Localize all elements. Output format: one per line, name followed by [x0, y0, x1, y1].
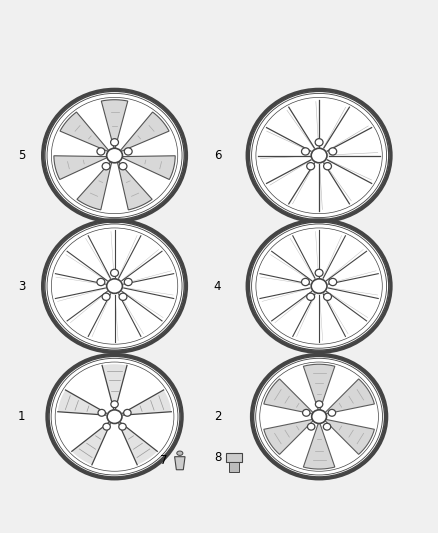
Ellipse shape — [98, 409, 106, 416]
Ellipse shape — [324, 163, 332, 170]
Polygon shape — [123, 390, 171, 415]
Ellipse shape — [111, 401, 118, 408]
Polygon shape — [72, 423, 110, 465]
Ellipse shape — [315, 269, 323, 277]
Text: 4: 4 — [214, 280, 221, 293]
Ellipse shape — [177, 451, 183, 455]
Ellipse shape — [329, 278, 337, 286]
Polygon shape — [102, 364, 127, 408]
Polygon shape — [304, 364, 335, 410]
Ellipse shape — [111, 139, 119, 146]
Ellipse shape — [124, 148, 132, 155]
Text: 1: 1 — [18, 410, 25, 423]
Text: 6: 6 — [214, 149, 221, 162]
Ellipse shape — [328, 409, 336, 416]
Ellipse shape — [329, 148, 337, 155]
Polygon shape — [175, 457, 185, 470]
Polygon shape — [325, 419, 374, 455]
Ellipse shape — [106, 148, 123, 163]
Ellipse shape — [324, 293, 332, 301]
Ellipse shape — [97, 148, 105, 155]
Ellipse shape — [119, 293, 127, 301]
Ellipse shape — [97, 278, 105, 286]
Ellipse shape — [252, 354, 387, 479]
Polygon shape — [54, 156, 107, 180]
Ellipse shape — [111, 269, 119, 277]
Ellipse shape — [43, 90, 186, 222]
Text: 2: 2 — [214, 410, 221, 423]
Ellipse shape — [124, 278, 132, 286]
Polygon shape — [119, 423, 157, 465]
Ellipse shape — [247, 90, 391, 222]
Ellipse shape — [312, 410, 326, 424]
Ellipse shape — [311, 279, 327, 293]
Ellipse shape — [102, 293, 110, 301]
Text: 8: 8 — [215, 451, 222, 464]
Polygon shape — [264, 379, 313, 414]
Ellipse shape — [106, 279, 123, 293]
Ellipse shape — [124, 409, 131, 416]
Text: 3: 3 — [18, 280, 25, 293]
Ellipse shape — [307, 163, 314, 170]
Polygon shape — [101, 100, 128, 148]
Polygon shape — [120, 112, 169, 151]
Ellipse shape — [315, 401, 323, 408]
Polygon shape — [264, 419, 313, 455]
Ellipse shape — [301, 278, 309, 286]
Polygon shape — [325, 379, 374, 414]
Ellipse shape — [103, 423, 110, 430]
Polygon shape — [60, 112, 109, 151]
Ellipse shape — [107, 410, 122, 424]
Polygon shape — [226, 453, 242, 462]
Polygon shape — [117, 162, 152, 210]
Ellipse shape — [323, 423, 331, 430]
Text: 5: 5 — [18, 149, 25, 162]
Ellipse shape — [307, 423, 315, 430]
Ellipse shape — [43, 220, 186, 352]
Ellipse shape — [47, 354, 182, 479]
Polygon shape — [230, 462, 239, 472]
Text: 7: 7 — [160, 454, 168, 467]
Polygon shape — [77, 162, 112, 210]
Ellipse shape — [247, 220, 391, 352]
Ellipse shape — [119, 423, 126, 430]
Polygon shape — [58, 390, 106, 415]
Ellipse shape — [301, 148, 309, 155]
Polygon shape — [304, 423, 335, 469]
Ellipse shape — [315, 139, 323, 146]
Ellipse shape — [102, 163, 110, 170]
Polygon shape — [122, 156, 175, 180]
Ellipse shape — [311, 148, 327, 163]
Ellipse shape — [119, 163, 127, 170]
Ellipse shape — [307, 293, 314, 301]
Ellipse shape — [303, 409, 310, 416]
